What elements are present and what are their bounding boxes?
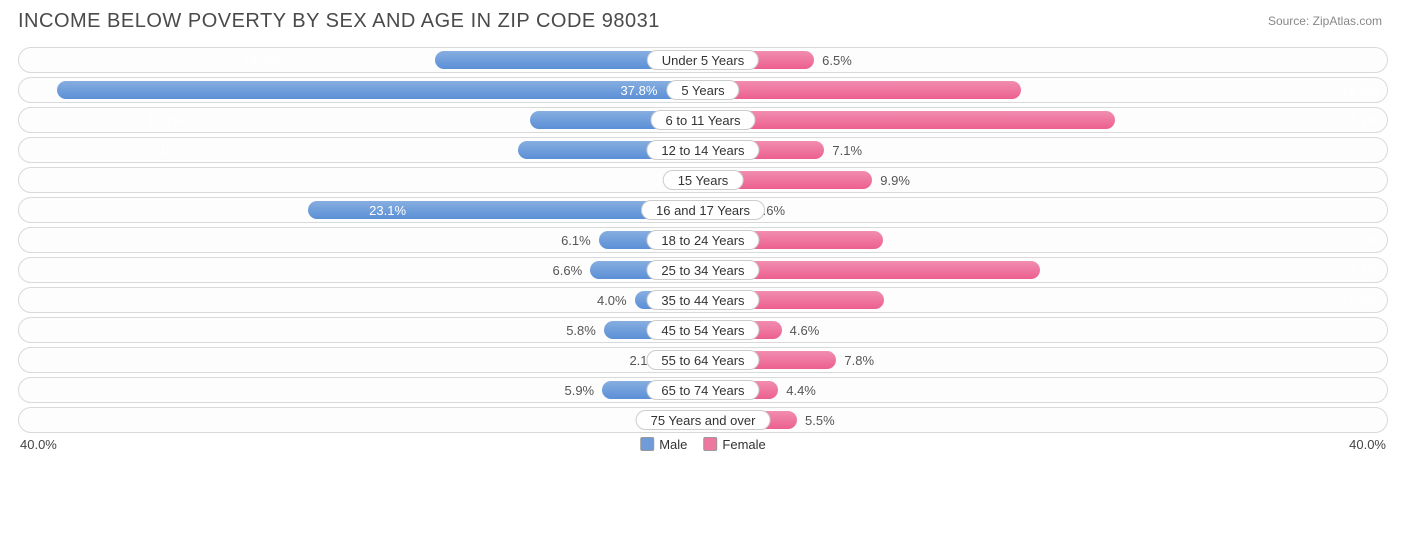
category-pill: 55 to 64 Years — [646, 350, 759, 370]
category-pill: 6 to 11 Years — [651, 110, 756, 130]
male-value-label: 37.8% — [613, 78, 666, 102]
legend-male-label: Male — [659, 437, 687, 452]
chart-row: 10.1% 24.1% 6 to 11 Years — [18, 107, 1388, 133]
female-value-label: 18.6% — [1069, 78, 1387, 102]
legend: Male Female — [640, 437, 766, 452]
female-value-label: 4.4% — [778, 378, 816, 402]
female-value-label: 10.5% — [1207, 228, 1387, 252]
male-value-label: 23.1% — [361, 198, 414, 222]
male-value-label: 6.1% — [561, 228, 599, 252]
chart-row: 37.8% 18.6% 5 Years — [18, 77, 1388, 103]
female-bar — [703, 81, 1021, 99]
axis-and-legend: 40.0% 40.0% Male Female — [18, 437, 1388, 459]
chart-row: 5.9% 4.4% 65 to 74 Years — [18, 377, 1388, 403]
category-pill: 65 to 74 Years — [646, 380, 759, 400]
axis-max-right: 40.0% — [1349, 437, 1386, 452]
category-pill: Under 5 Years — [647, 50, 759, 70]
chart-row: 0.0%9.9%15 Years — [18, 167, 1388, 193]
female-value-label: 7.8% — [836, 348, 874, 372]
category-pill: 12 to 14 Years — [646, 140, 759, 160]
legend-female: Female — [703, 437, 765, 452]
chart-row: 6.1% 10.5% 18 to 24 Years — [18, 227, 1388, 253]
female-value-label: 7.1% — [824, 138, 862, 162]
category-pill: 18 to 24 Years — [646, 230, 759, 250]
male-bar — [57, 81, 703, 99]
male-value-label: 10.1% — [139, 108, 192, 132]
female-value-label: 6.5% — [814, 48, 852, 72]
male-value-label: 4.0% — [597, 288, 635, 312]
male-value-label: 5.8% — [566, 318, 604, 342]
category-pill: 5 Years — [666, 80, 739, 100]
chart-rows: 15.7% 6.5% Under 5 Years 37.8% 18.6% 5 Years 1… — [18, 47, 1388, 433]
female-value-label: 24.1% — [975, 108, 1387, 132]
source-attribution: Source: ZipAtlas.com — [1268, 14, 1382, 28]
male-value-label: 15.7% — [235, 48, 288, 72]
male-value-label: 10.8% — [151, 138, 204, 162]
female-value-label: 4.6% — [782, 318, 820, 342]
chart-row: 6.6% 19.7% 25 to 34 Years — [18, 257, 1388, 283]
male-value-label: 6.6% — [553, 258, 591, 282]
female-value-label: 10.6% — [1206, 288, 1387, 312]
male-swatch-icon — [640, 437, 654, 451]
category-pill: 25 to 34 Years — [646, 260, 759, 280]
category-pill: 45 to 54 Years — [646, 320, 759, 340]
chart-row: 4.0% 10.6% 35 to 44 Years — [18, 287, 1388, 313]
female-swatch-icon — [703, 437, 717, 451]
legend-male: Male — [640, 437, 687, 452]
chart-row: 2.1%7.8%55 to 64 Years — [18, 347, 1388, 373]
chart-row: 23.1%2.6%16 and 17 Years — [18, 197, 1388, 223]
male-value-label: 5.9% — [564, 378, 602, 402]
chart-row: 1.1%5.5%75 Years and over — [18, 407, 1388, 433]
poverty-diverging-chart: INCOME BELOW POVERTY BY SEX AND AGE IN Z… — [0, 0, 1406, 467]
female-value-label: 9.9% — [872, 168, 910, 192]
axis-max-left: 40.0% — [20, 437, 57, 452]
female-value-label: 5.5% — [797, 408, 835, 432]
category-pill: 15 Years — [663, 170, 744, 190]
legend-female-label: Female — [722, 437, 765, 452]
category-pill: 35 to 44 Years — [646, 290, 759, 310]
chart-row: 10.8% 7.1% 12 to 14 Years — [18, 137, 1388, 163]
female-value-label: 19.7% — [1050, 258, 1387, 282]
category-pill: 75 Years and over — [636, 410, 771, 430]
chart-row: 15.7% 6.5% Under 5 Years — [18, 47, 1388, 73]
chart-row: 5.8% 4.6% 45 to 54 Years — [18, 317, 1388, 343]
chart-title: INCOME BELOW POVERTY BY SEX AND AGE IN Z… — [18, 10, 1388, 33]
category-pill: 16 and 17 Years — [641, 200, 765, 220]
